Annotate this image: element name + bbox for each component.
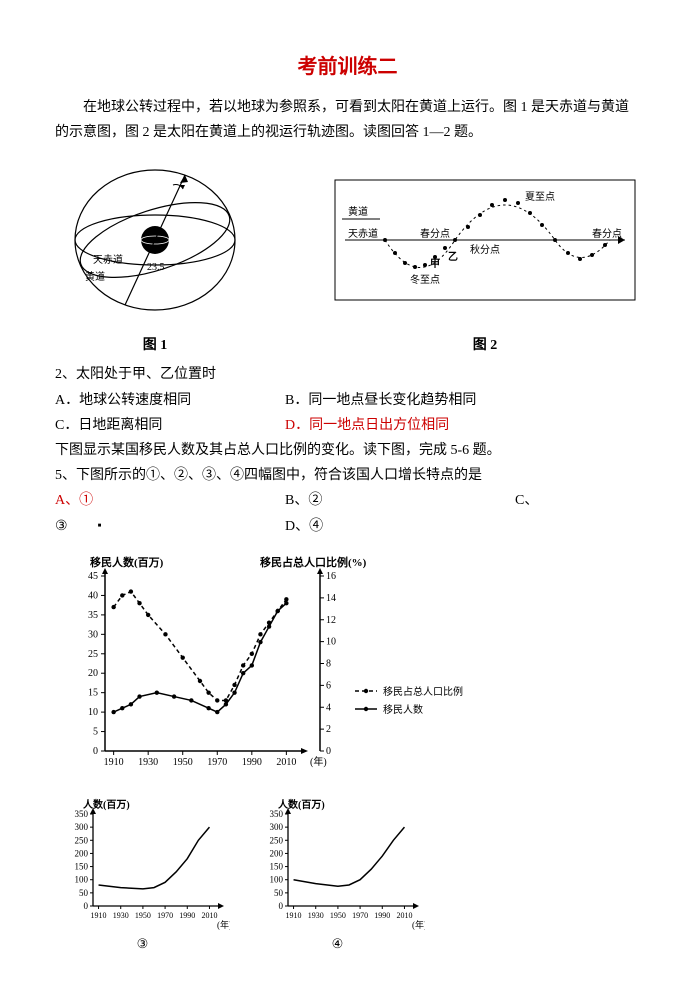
svg-text:1930: 1930 — [138, 757, 158, 768]
svg-text:1950: 1950 — [135, 911, 151, 920]
svg-text:2: 2 — [326, 724, 331, 735]
svg-text:45: 45 — [88, 571, 98, 582]
svg-text:1970: 1970 — [157, 911, 173, 920]
svg-text:300: 300 — [75, 822, 89, 832]
q2-opt-b: B．同一地点昼长变化趋势相同 — [285, 388, 640, 413]
svg-text:移民人数: 移民人数 — [383, 703, 423, 716]
svg-text:350: 350 — [270, 809, 284, 819]
fig2-xz: 夏至点 — [525, 191, 555, 203]
svg-text:人数(百万): 人数(百万) — [278, 798, 325, 811]
svg-text:50: 50 — [79, 888, 89, 898]
figure-2: 黄道 天赤道 春分点 夏至点 秋分点 冬至点 春分点 甲 乙 — [330, 175, 640, 310]
svg-text:1990: 1990 — [242, 757, 262, 768]
svg-text:1910: 1910 — [286, 911, 302, 920]
q5-opt-a: A、① — [55, 488, 285, 513]
fig1-label-hd: 黄道 — [85, 270, 105, 283]
fig2-hd: 黄道 — [348, 205, 368, 218]
svg-text:250: 250 — [270, 835, 284, 845]
q2-opt-d: D．同一地点日出方位相同 — [285, 413, 640, 438]
figure-1: 天赤道 黄道 23.5 — [55, 155, 255, 330]
svg-text:14: 14 — [326, 593, 336, 604]
svg-text:6: 6 — [326, 680, 331, 691]
svg-text:1970: 1970 — [207, 757, 227, 768]
fig2-qf: 秋分点 — [470, 243, 500, 256]
q5-opt-c: C、 — [515, 488, 575, 513]
svg-text:12: 12 — [326, 614, 336, 625]
svg-text:1930: 1930 — [308, 911, 324, 920]
fig2-yi: 乙 — [448, 251, 458, 263]
fig1-caption: 图 1 — [55, 334, 255, 354]
svg-text:300: 300 — [270, 822, 284, 832]
svg-text:0: 0 — [279, 901, 284, 911]
figure-row: 天赤道 黄道 23.5 黄道 天赤道 春分点 夏至点 — [55, 155, 640, 330]
svg-text:0: 0 — [326, 746, 331, 757]
svg-text:8: 8 — [326, 658, 331, 669]
svg-text:10: 10 — [326, 636, 336, 647]
svg-text:1910: 1910 — [91, 911, 107, 920]
sub-chart-4: 人数(百万) 0 50 100 150 200 250 300 350 1910 1930 1950 1… — [250, 796, 425, 952]
svg-text:150: 150 — [75, 861, 89, 871]
q5-opt-d: D、④ — [285, 514, 640, 539]
svg-text:30: 30 — [88, 629, 98, 640]
q2-opt-a: A．地球公转速度相同 — [55, 388, 285, 413]
intro-paragraph: 在地球公转过程中，若以地球为参照系，可看到太阳在黄道上运行。图 1 是天赤道与黄… — [55, 95, 640, 145]
svg-text:16: 16 — [326, 571, 336, 582]
svg-text:150: 150 — [270, 861, 284, 871]
q2-opt-c: C．日地距离相同 — [55, 413, 285, 438]
svg-text:2010: 2010 — [276, 757, 296, 768]
sub-charts-row: 人数(百万) 0 50 100 150 200 250 300 350 1910 1930 1950 1… — [55, 796, 640, 952]
fig1-label-tcd: 天赤道 — [93, 253, 123, 266]
fig2-dz: 冬至点 — [410, 273, 440, 286]
svg-text:10: 10 — [88, 707, 98, 718]
q5-opt-b: B、② — [285, 488, 515, 513]
svg-text:250: 250 — [75, 835, 89, 845]
svg-text:20: 20 — [88, 668, 98, 679]
svg-text:2010: 2010 — [201, 911, 217, 920]
svg-text:(年): (年) — [310, 755, 327, 768]
svg-text:35: 35 — [88, 610, 98, 621]
page-title: 考前训练二 — [55, 50, 640, 79]
sub-chart-3: 人数(百万) 0 50 100 150 200 250 300 350 1910 1930 1950 1… — [55, 796, 230, 952]
svg-text:1930: 1930 — [113, 911, 129, 920]
intro2: 下图显示某国移民人数及其占总人口比例的变化。读下图，完成 5-6 题。 — [55, 438, 640, 463]
svg-text:4: 4 — [326, 702, 331, 713]
fig2-caption: 图 2 — [330, 334, 640, 354]
svg-text:1990: 1990 — [374, 911, 390, 920]
svg-text:25: 25 — [88, 648, 98, 659]
svg-text:1950: 1950 — [173, 757, 193, 768]
svg-text:1990: 1990 — [179, 911, 195, 920]
svg-text:移民占总人口比例(%): 移民占总人口比例(%) — [260, 555, 367, 569]
fig2-tcd: 天赤道 — [348, 227, 378, 240]
svg-text:(年): (年) — [412, 919, 425, 930]
svg-text:50: 50 — [274, 888, 284, 898]
svg-text:100: 100 — [75, 874, 89, 884]
svg-text:1910: 1910 — [104, 757, 124, 768]
svg-text:350: 350 — [75, 809, 89, 819]
svg-text:100: 100 — [270, 874, 284, 884]
svg-text:移民人数(百万): 移民人数(百万) — [90, 555, 164, 569]
q5-stem: 5、下图所示的①、②、③、④四幅图中，符合该国人口增长特点的是 — [55, 463, 640, 488]
sub4-label: ④ — [250, 936, 425, 952]
svg-text:0: 0 — [93, 746, 98, 757]
svg-text:1970: 1970 — [352, 911, 368, 920]
svg-text:5: 5 — [93, 726, 98, 737]
svg-text:200: 200 — [270, 848, 284, 858]
fig2-cf2: 春分点 — [592, 228, 622, 240]
q5-opt-c2: ③■ — [55, 514, 285, 539]
svg-text:0: 0 — [84, 901, 89, 911]
main-chart: 移民人数(百万)移民占总人口比例(%)051015202530354045191… — [55, 551, 640, 786]
sub3-label: ③ — [55, 936, 230, 952]
q2-stem: 2、太阳处于甲、乙位置时 — [55, 362, 640, 387]
svg-text:(年): (年) — [217, 919, 230, 930]
fig2-cf: 春分点 — [420, 228, 450, 240]
svg-text:人数(百万): 人数(百万) — [83, 798, 130, 811]
figure-caption-row: 图 1 图 2 — [55, 334, 640, 354]
svg-text:2010: 2010 — [396, 911, 412, 920]
svg-text:1950: 1950 — [330, 911, 346, 920]
svg-text:200: 200 — [75, 848, 89, 858]
fig1-angle: 23.5 — [147, 262, 165, 273]
svg-text:15: 15 — [88, 687, 98, 698]
svg-text:40: 40 — [88, 590, 98, 601]
svg-text:移民占总人口比例: 移民占总人口比例 — [383, 685, 463, 698]
